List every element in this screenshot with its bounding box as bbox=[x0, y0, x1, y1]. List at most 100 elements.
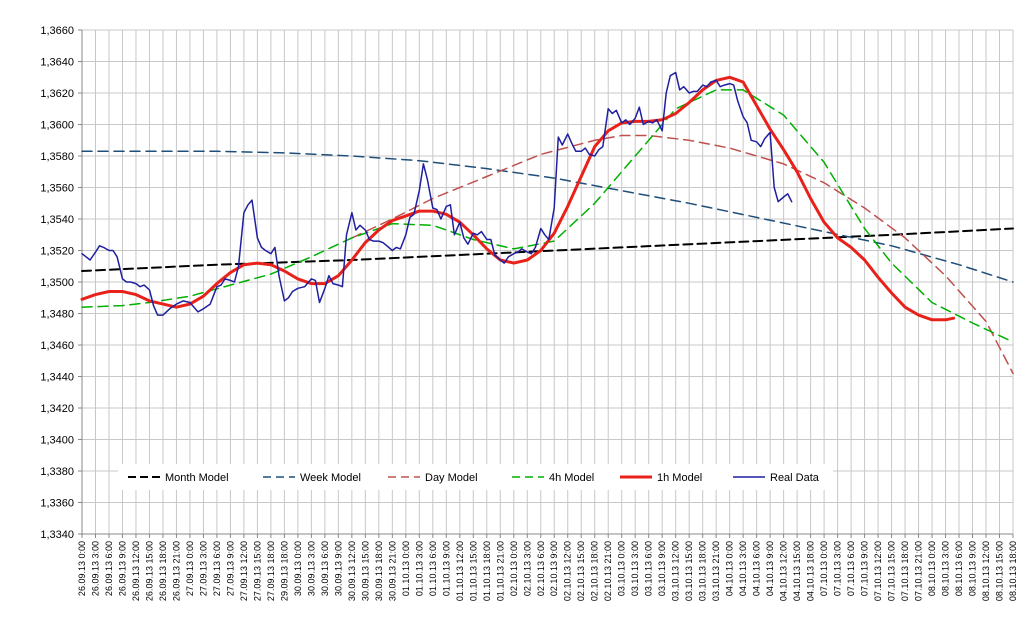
y-tick-label: 1,3520 bbox=[40, 246, 74, 258]
x-tick-label: 03.10.13 15:00 bbox=[684, 541, 694, 601]
y-tick-label: 1,3600 bbox=[40, 120, 74, 132]
y-tick-label: 1,3580 bbox=[40, 151, 74, 163]
x-tick-label: 07.10.13 15:00 bbox=[887, 541, 897, 601]
x-tick-label: 04.10.13 12:00 bbox=[779, 541, 789, 601]
x-tick-label: 04.10.13 3:00 bbox=[738, 541, 748, 596]
legend-label: Day Model bbox=[425, 472, 478, 484]
y-tick-label: 1,3460 bbox=[40, 340, 74, 352]
legend-label: Real Data bbox=[770, 472, 820, 484]
x-tick-label: 08.10.13 6:00 bbox=[954, 541, 964, 596]
x-tick-label: 03.10.13 3:00 bbox=[630, 541, 640, 596]
x-tick-label: 27.09.13 18:00 bbox=[266, 541, 276, 601]
y-tick-label: 1,3620 bbox=[40, 88, 74, 100]
y-tick-label: 1,3560 bbox=[40, 183, 74, 195]
x-tick-label: 27.09.13 3:00 bbox=[198, 541, 208, 596]
x-tick-label: 04.10.13 18:00 bbox=[806, 541, 816, 601]
x-tick-label: 02.10.13 15:00 bbox=[576, 541, 586, 601]
x-tick-label: 02.10.13 3:00 bbox=[522, 541, 532, 596]
legend-label: Week Model bbox=[300, 472, 361, 484]
x-tick-label: 26.09.13 9:00 bbox=[117, 541, 127, 596]
y-axis-tick-labels: 1,3340 1,3360 1,3380 1,3400 1,3420 1,3440 1,34… bbox=[40, 25, 74, 541]
x-tick-label: 27.09.13 0:00 bbox=[185, 541, 195, 596]
x-tick-label: 30.09.13 9:00 bbox=[333, 541, 343, 596]
y-tick-label: 1,3440 bbox=[40, 372, 74, 384]
x-tick-label: 04.10.13 6:00 bbox=[752, 541, 762, 596]
x-tick-label: 27.09.13 15:00 bbox=[252, 541, 262, 601]
x-tick-label: 03.10.13 21:00 bbox=[711, 541, 721, 601]
y-tick-label: 1,3420 bbox=[40, 403, 74, 415]
series-line-week-model bbox=[81, 150, 1014, 283]
y-tick-label: 1,3400 bbox=[40, 435, 74, 447]
x-tick-label: 26.09.13 18:00 bbox=[158, 541, 168, 601]
y-tick-label: 1,3380 bbox=[40, 466, 74, 478]
x-tick-label: 08.10.13 0:00 bbox=[927, 541, 937, 596]
y-tick-label: 1,3640 bbox=[40, 57, 74, 69]
x-tick-label: 08.10.13 9:00 bbox=[968, 541, 978, 596]
x-tick-label: 02.10.13 21:00 bbox=[603, 541, 613, 601]
x-tick-label: 02.10.13 12:00 bbox=[563, 541, 573, 601]
x-tick-label: 07.10.13 6:00 bbox=[846, 541, 856, 596]
x-tick-label: 08.10.13 12:00 bbox=[981, 541, 991, 601]
series-line-1h-model bbox=[80, 75, 956, 322]
y-tick-label: 1,3340 bbox=[40, 529, 74, 541]
x-tick-label: 02.10.13 6:00 bbox=[536, 541, 546, 596]
x-tick-label: 01.10.13 3:00 bbox=[414, 541, 424, 596]
y-tick-label: 1,3480 bbox=[40, 309, 74, 321]
x-tick-label: 04.10.13 15:00 bbox=[792, 541, 802, 601]
legend-label: 1h Model bbox=[657, 472, 702, 484]
y-tick-label: 1,3360 bbox=[40, 498, 74, 510]
x-tick-label: 07.10.13 12:00 bbox=[873, 541, 883, 601]
x-tick-label: 02.10.13 9:00 bbox=[549, 541, 559, 596]
x-tick-label: 26.09.13 3:00 bbox=[90, 541, 100, 596]
x-tick-label: 08.10.13 3:00 bbox=[941, 541, 951, 596]
series-line-day-model bbox=[351, 134, 1014, 375]
data-series bbox=[80, 71, 1014, 375]
x-tick-label: 03.10.13 12:00 bbox=[671, 541, 681, 601]
y-tick-label: 1,3500 bbox=[40, 277, 74, 289]
x-tick-label: 01.10.13 9:00 bbox=[441, 541, 451, 596]
y-tick-label: 1,3660 bbox=[40, 25, 74, 37]
x-tick-label: 03.10.13 9:00 bbox=[657, 541, 667, 596]
x-tick-label: 30.09.13 21:00 bbox=[387, 541, 397, 601]
x-tick-label: 30.09.13 0:00 bbox=[293, 541, 303, 596]
x-tick-label: 26.09.13 21:00 bbox=[171, 541, 181, 601]
x-tick-label: 02.10.13 0:00 bbox=[509, 541, 519, 596]
x-tick-label: 03.10.13 18:00 bbox=[698, 541, 708, 601]
legend-label: 4h Model bbox=[549, 472, 594, 484]
x-tick-label: 30.09.13 18:00 bbox=[374, 541, 384, 601]
x-tick-label: 07.10.13 3:00 bbox=[833, 541, 843, 596]
x-tick-label: 01.10.13 12:00 bbox=[455, 541, 465, 601]
x-tick-label: 27.09.13 12:00 bbox=[239, 541, 249, 601]
x-tick-label: 30.09.13 3:00 bbox=[306, 541, 316, 596]
y-tick-label: 1,3540 bbox=[40, 214, 74, 226]
x-tick-label: 01.10.13 21:00 bbox=[495, 541, 505, 601]
x-axis-tick-labels: 26.09.13 0:00 26.09.13 3:00 26.09.13 6:00 2… bbox=[77, 541, 1018, 601]
x-tick-label: 30.09.13 12:00 bbox=[347, 541, 357, 601]
x-tick-label: 30.09.13 6:00 bbox=[320, 541, 330, 596]
axes bbox=[78, 29, 1014, 538]
x-tick-label: 29.09.13 18:00 bbox=[279, 541, 289, 601]
x-tick-label: 08.10.13 18:00 bbox=[1008, 541, 1018, 601]
x-tick-label: 26.09.13 15:00 bbox=[144, 541, 154, 601]
x-tick-label: 01.10.13 6:00 bbox=[428, 541, 438, 596]
x-tick-label: 30.09.13 15:00 bbox=[360, 541, 370, 601]
legend-label: Month Model bbox=[165, 472, 229, 484]
x-tick-label: 26.09.13 12:00 bbox=[131, 541, 141, 601]
series-line-4h-model bbox=[81, 89, 1014, 343]
x-tick-label: 07.10.13 18:00 bbox=[900, 541, 910, 601]
x-tick-label: 26.09.13 6:00 bbox=[104, 541, 114, 596]
x-tick-label: 02.10.13 18:00 bbox=[590, 541, 600, 601]
x-tick-label: 08.10.13 15:00 bbox=[995, 541, 1005, 601]
series-line-real-data bbox=[81, 71, 793, 316]
x-tick-label: 01.10.13 18:00 bbox=[482, 541, 492, 601]
x-tick-label: 03.10.13 0:00 bbox=[617, 541, 627, 596]
x-tick-label: 07.10.13 9:00 bbox=[860, 541, 870, 596]
x-tick-label: 04.10.13 9:00 bbox=[765, 541, 775, 596]
x-tick-label: 03.10.13 6:00 bbox=[644, 541, 654, 596]
x-tick-label: 01.10.13 15:00 bbox=[468, 541, 478, 601]
x-tick-label: 27.09.13 9:00 bbox=[225, 541, 235, 596]
x-tick-label: 04.10.13 0:00 bbox=[725, 541, 735, 596]
